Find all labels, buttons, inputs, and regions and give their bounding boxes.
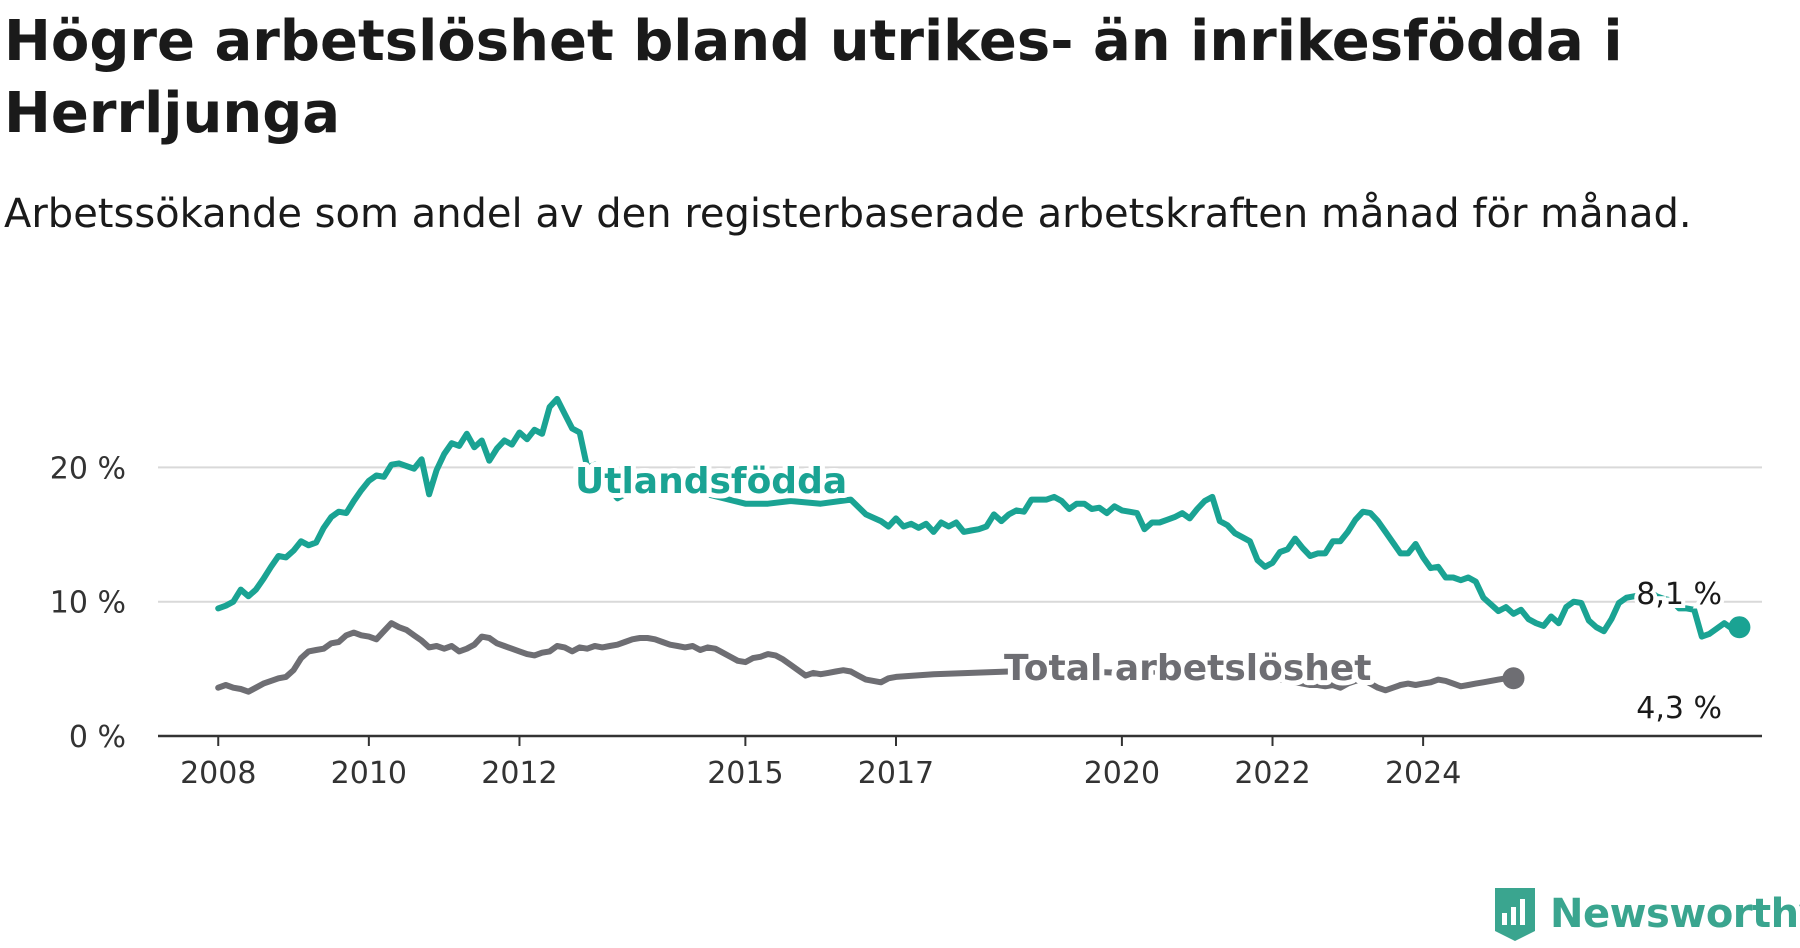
brand-name: Newsworthy: [1550, 891, 1800, 937]
x-tick-label: 2020: [1084, 756, 1160, 791]
x-tick-label: 2008: [180, 756, 256, 791]
y-tick-label: 0 %: [69, 720, 126, 755]
series-line-0: [215, 395, 1743, 640]
x-axis: 2008 2010 2012 2015 2017 2020 2022 2024: [158, 734, 1762, 791]
series-layer: [215, 395, 1751, 695]
series-end-dot-1: [1502, 667, 1525, 690]
grid-layer: [158, 466, 1762, 603]
x-tick-label: 2022: [1234, 756, 1310, 791]
series-name-label: Utlandsfödda: [575, 461, 847, 502]
series-end-label: 4,3 %: [1636, 691, 1722, 726]
x-tick-label: 2017: [858, 756, 934, 791]
chart-subtitle: Arbetssökande som andel av den registerb…: [4, 191, 1692, 237]
x-tick-label: 2015: [707, 756, 783, 791]
y-axis: 0 % 10 % 20 %: [50, 451, 126, 755]
x-tick-label: 2012: [481, 756, 557, 791]
series-end-label: 8,1 %: [1636, 577, 1722, 612]
newsworthy-logo-icon: [1495, 888, 1535, 941]
x-tick-label: 2010: [331, 756, 407, 791]
y-tick-label: 20 %: [50, 451, 126, 486]
line-chart: 0 % 10 % 20 % 2008 2010 2012 2015 2017 2020 2022…: [50, 395, 1762, 791]
newsworthy-brand[interactable]: Newsworthy: [1492, 884, 1800, 944]
series-line-1: [215, 620, 1517, 695]
y-tick-label: 10 %: [50, 586, 126, 621]
label-layer: Utlandsfödda Total arbetslöshet 8,1 % 4,3 %: [570, 456, 1726, 730]
series-name-label: Total arbetslöshet: [1004, 648, 1372, 689]
chart-title: Högre arbetslöshet bland utrikes- än inr…: [4, 9, 1623, 146]
series-end-dot-0: [1728, 616, 1751, 639]
x-tick-label: 2024: [1385, 756, 1461, 791]
